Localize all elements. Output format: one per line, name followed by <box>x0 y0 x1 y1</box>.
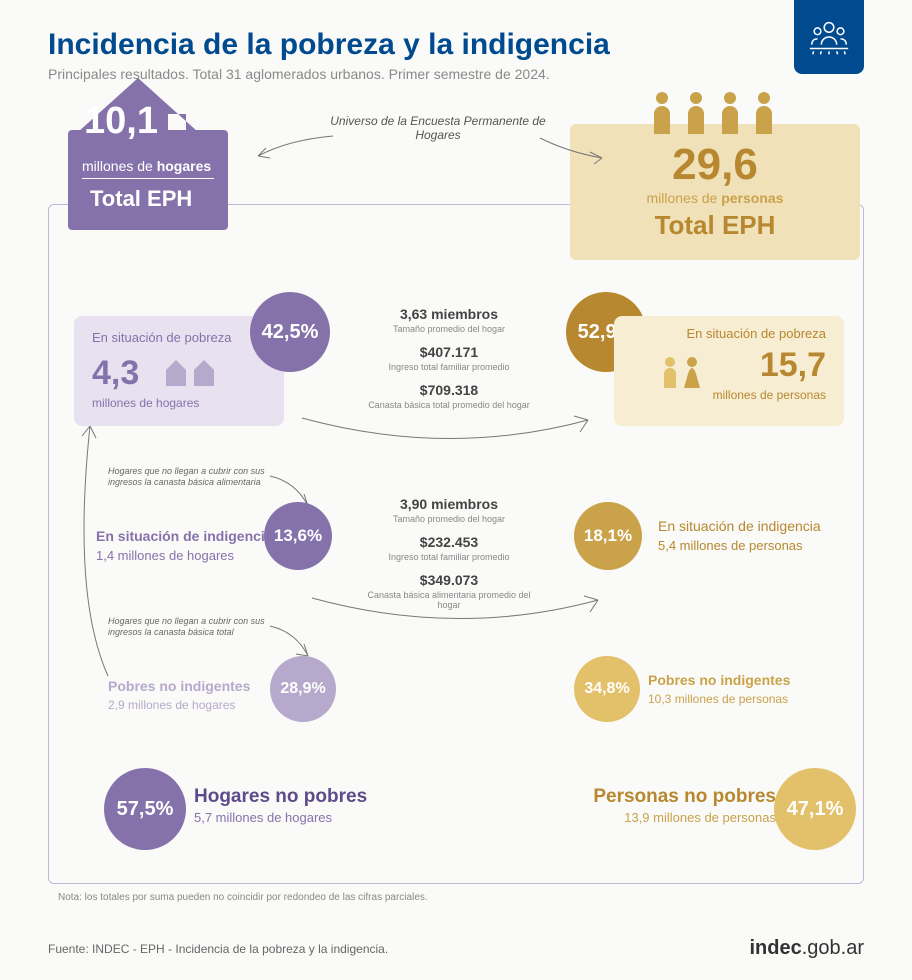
page-title: Incidencia de la pobreza y la indigencia <box>48 28 872 62</box>
hogares-pni-pct: 28,9% <box>270 656 336 722</box>
universe-label: Universo de la Encuesta Permanente de Ho… <box>328 114 548 142</box>
hogares-nopobres-pct: 57,5% <box>104 768 186 850</box>
indigencia-note: Hogares que no llegan a cubrir con sus i… <box>108 466 278 488</box>
hogares-pni: Pobres no indigentes 2,9 millones de hog… <box>108 678 288 712</box>
hogares-indigencia: En situación de indigencia 1,4 millones … <box>96 528 292 563</box>
hogares-nopobres: Hogares no pobres 5,7 millones de hogare… <box>194 786 414 825</box>
footnote: Nota: los totales por suma pueden no coi… <box>58 892 428 903</box>
personas-pni-pct: 34,8% <box>574 656 640 722</box>
personas-indigencia: En situación de indigencia 5,4 millones … <box>658 518 854 553</box>
personas-pobreza: En situación de pobreza 15,7 millones de… <box>614 316 844 426</box>
hogares-pobreza-pct: 42,5% <box>250 292 330 372</box>
mid-stats-1: 3,63 miembrosTamaño promedio del hogar $… <box>364 306 534 420</box>
source: Fuente: INDEC - EPH - Incidencia de la p… <box>48 942 388 956</box>
personas-pni: Pobres no indigentes 10,3 millones de pe… <box>648 672 858 706</box>
hogares-total: 10,1 millones de hogares Total EPH <box>38 72 258 247</box>
personas-nopobres-pct: 47,1% <box>774 768 856 850</box>
logo: indec.gob.ar <box>749 937 864 960</box>
hogares-indigencia-pct: 13,6% <box>264 502 332 570</box>
personas-total: 29,6 millones de personas Total EPH <box>570 124 860 260</box>
total-note: Hogares que no llegan a cubrir con sus i… <box>108 616 278 638</box>
personas-nopobres: Personas no pobres 13,9 millones de pers… <box>536 786 776 825</box>
badge-icon <box>794 0 864 74</box>
personas-indigencia-pct: 18,1% <box>574 502 642 570</box>
